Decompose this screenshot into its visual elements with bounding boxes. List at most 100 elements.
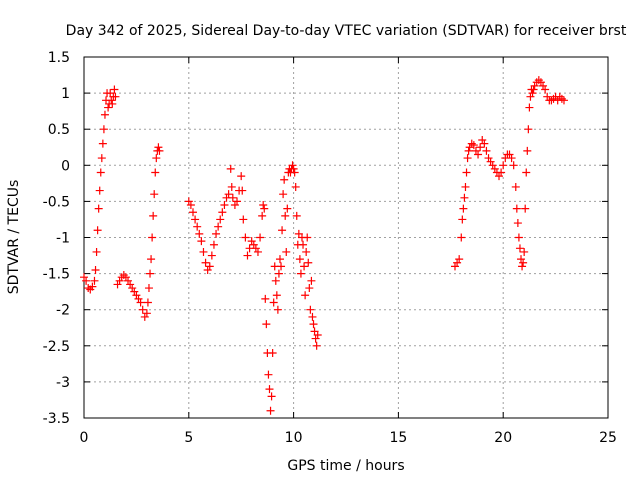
y-tick-label: -3.5: [43, 411, 70, 427]
data-point: [261, 294, 270, 303]
data-point: [490, 164, 499, 173]
x-tick-label: 20: [494, 430, 512, 446]
data-point: [296, 269, 305, 278]
data-point: [239, 215, 248, 224]
data-point: [308, 312, 317, 321]
data-point: [220, 201, 229, 210]
ticks: 0 5 10 15 20 25 -3.5 -3 -2.5 -2 -1.5 -1 -0.5 0 0.5 1 1.5: [43, 50, 617, 446]
data-point: [559, 96, 568, 105]
data-point: [275, 255, 284, 264]
y-tick-label: -3: [56, 375, 70, 391]
data-point: [289, 164, 298, 173]
data-point: [249, 240, 258, 249]
data-point: [463, 154, 472, 163]
data-point: [205, 262, 214, 271]
data-point: [302, 247, 311, 256]
data-point: [266, 406, 275, 415]
data-point: [201, 258, 210, 267]
data-point: [295, 255, 304, 264]
data-point: [144, 284, 153, 293]
data-point: [505, 150, 514, 159]
data-point: [126, 280, 135, 289]
data-point: [512, 204, 521, 213]
data-point: [84, 284, 93, 293]
x-tick-label: 0: [80, 430, 89, 446]
data-point: [113, 280, 122, 289]
data-point: [99, 125, 108, 134]
data-point: [124, 276, 133, 285]
data-point: [82, 276, 91, 285]
data-point: [311, 334, 320, 343]
data-point: [243, 251, 252, 260]
data-point: [541, 85, 550, 94]
data-point: [536, 78, 545, 87]
data-point: [193, 222, 202, 231]
y-axis-label: SDTVAR / TECUs: [6, 180, 22, 295]
data-point: [134, 294, 143, 303]
data-point: [464, 146, 473, 155]
data-point: [121, 273, 130, 282]
data-point: [313, 330, 322, 339]
data-point: [154, 143, 163, 152]
data-point: [149, 211, 158, 220]
data-point: [233, 197, 242, 206]
data-point: [555, 92, 564, 101]
data-point: [462, 168, 471, 177]
segment-4: [261, 161, 322, 415]
data-point: [495, 172, 504, 181]
data-point: [140, 312, 149, 321]
data-point: [238, 186, 247, 195]
data-point: [97, 154, 106, 163]
y-tick-label: -0.5: [43, 194, 70, 210]
data-point: [108, 99, 117, 108]
data-point: [518, 262, 527, 271]
data-point: [251, 244, 260, 253]
data-point: [274, 269, 283, 278]
data-point: [147, 255, 156, 264]
data-point: [460, 193, 469, 202]
data-point: [279, 190, 288, 199]
data-point: [88, 282, 97, 291]
data-point: [93, 226, 102, 235]
data-point: [478, 136, 487, 145]
data-point: [148, 233, 157, 242]
data-point: [469, 141, 478, 150]
segment-1: [80, 85, 120, 294]
data-point: [155, 146, 164, 155]
data-point: [264, 370, 273, 379]
data-point: [188, 208, 197, 217]
data-point: [253, 247, 262, 256]
data-point: [224, 190, 233, 199]
data-point: [522, 168, 531, 177]
data-point: [218, 208, 227, 217]
data-points: [80, 76, 568, 415]
data-point: [136, 298, 145, 307]
data-point: [268, 349, 277, 358]
segment-3: [184, 164, 269, 274]
data-point: [115, 276, 124, 285]
data-point: [271, 276, 280, 285]
data-point: [525, 103, 534, 112]
x-tick-label: 25: [599, 430, 617, 446]
data-point: [96, 168, 105, 177]
data-point: [300, 262, 309, 271]
data-point: [104, 103, 113, 112]
y-tick-label: -1: [56, 231, 70, 247]
data-point: [476, 143, 485, 152]
data-point: [471, 146, 480, 155]
data-point: [524, 125, 533, 134]
data-point: [520, 247, 529, 256]
data-point: [292, 211, 301, 220]
data-point: [150, 190, 159, 199]
data-point: [288, 161, 297, 170]
data-point: [241, 233, 250, 242]
data-point: [191, 215, 200, 224]
segment-5: [450, 76, 568, 271]
x-tick-label: 10: [285, 430, 303, 446]
data-point: [203, 265, 212, 274]
data-point: [247, 237, 256, 246]
data-point: [482, 146, 491, 155]
data-point: [184, 197, 193, 206]
data-point: [484, 154, 493, 163]
data-point: [269, 298, 278, 307]
